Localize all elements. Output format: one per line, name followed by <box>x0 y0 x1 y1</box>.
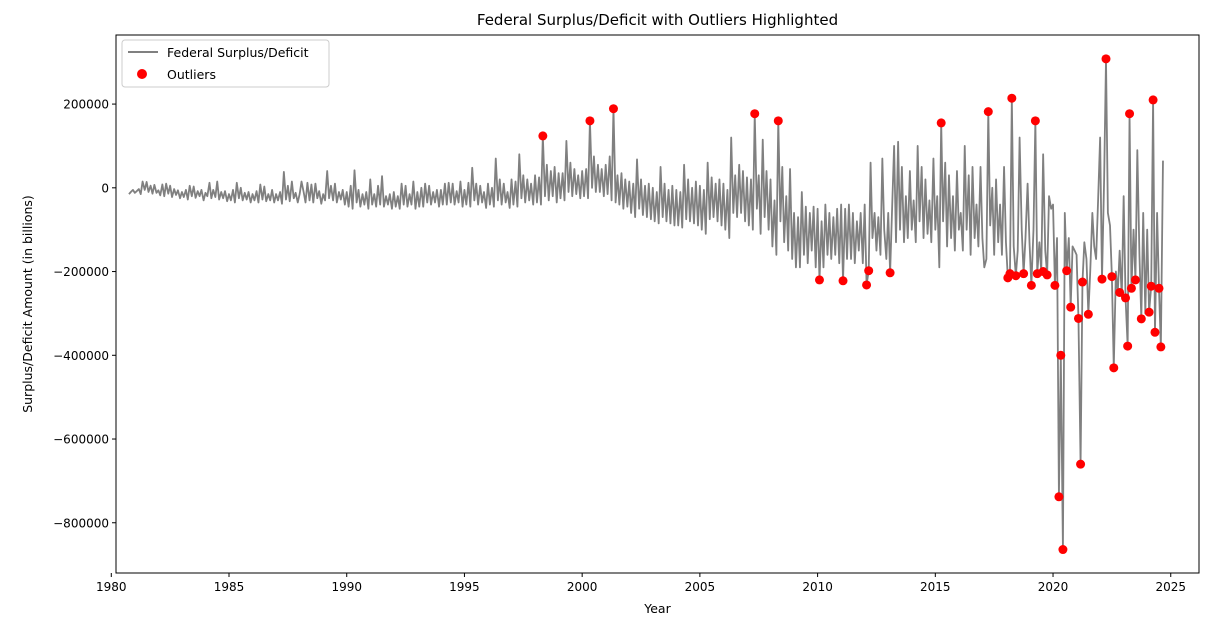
outlier-point <box>585 116 595 126</box>
legend-box <box>121 39 330 88</box>
outlier-point <box>1076 459 1086 469</box>
y-axis-label: Surplus/Deficit Amount (in billions) <box>20 195 35 413</box>
outlier-point <box>1148 95 1158 105</box>
y-tick-label: 0 <box>101 181 109 195</box>
x-tick-label: 1985 <box>214 580 245 594</box>
legend-label-line: Federal Surplus/Deficit <box>167 45 309 60</box>
outlier-point <box>1050 280 1060 290</box>
outlier-point <box>864 266 874 276</box>
outlier-point <box>1058 545 1068 555</box>
outlier-point <box>1123 341 1133 351</box>
x-tick-label: 1995 <box>449 580 480 594</box>
outlier-point <box>1097 274 1107 284</box>
y-axis-ticks: 200000 0 −200000 −400000 −600000 −800000 <box>53 98 116 530</box>
x-tick-label: 1990 <box>331 580 362 594</box>
outlier-point <box>1101 54 1111 64</box>
outlier-point <box>936 118 946 128</box>
chart-title: Federal Surplus/Deficit with Outliers Hi… <box>477 11 838 29</box>
outlier-point <box>1077 277 1087 287</box>
outlier-point <box>1019 269 1029 279</box>
series-layer <box>128 57 1164 551</box>
outlier-point <box>1066 302 1076 312</box>
outlier-point <box>1083 309 1093 319</box>
x-tick-label: 2025 <box>1155 580 1186 594</box>
x-axis-ticks: 1980 1985 1990 1995 2000 2005 2010 2015 2020 2025 <box>96 573 1186 594</box>
legend: Federal Surplus/Deficit Outliers <box>121 39 330 88</box>
outlier-point <box>862 280 872 290</box>
y-tick-label: 200000 <box>63 98 109 112</box>
outlier-point <box>1026 280 1036 290</box>
outlier-point <box>1062 266 1072 276</box>
outlier-point <box>885 268 895 278</box>
x-tick-label: 2000 <box>567 580 598 594</box>
outlier-point <box>1109 363 1119 373</box>
outlier-point <box>1054 492 1064 502</box>
outlier-point <box>538 131 548 141</box>
outlier-point <box>1154 283 1164 293</box>
outlier-point <box>1130 275 1140 285</box>
outlier-point <box>1056 350 1066 360</box>
y-tick-label: −400000 <box>53 349 109 363</box>
x-tick-label: 2015 <box>920 580 951 594</box>
outlier-point <box>1030 116 1040 126</box>
outlier-point <box>1011 271 1021 281</box>
x-tick-label: 1980 <box>96 580 127 594</box>
outlier-point <box>1156 342 1166 352</box>
outlier-point <box>1125 109 1135 119</box>
outlier-point <box>608 104 618 114</box>
x-tick-label: 2005 <box>685 580 716 594</box>
plot-area <box>115 34 1200 574</box>
outlier-point <box>773 116 783 126</box>
axes-frame <box>115 34 1200 574</box>
legend-outlier-swatch <box>137 69 147 79</box>
outlier-point <box>838 276 848 286</box>
outlier-point <box>750 109 760 119</box>
outlier-point <box>1146 281 1156 291</box>
outlier-point <box>1042 270 1052 280</box>
outlier-point <box>1126 283 1136 293</box>
y-tick-label: −600000 <box>53 433 109 447</box>
outlier-point <box>1115 287 1125 297</box>
outlier-point <box>983 107 993 117</box>
x-tick-label: 2010 <box>802 580 833 594</box>
series-line-federal-surplus-deficit <box>128 57 1164 551</box>
outlier-point <box>814 275 824 285</box>
outlier-point <box>1121 293 1131 303</box>
legend-label-outliers: Outliers <box>167 67 216 82</box>
outlier-point <box>1007 93 1017 103</box>
outlier-point <box>1136 314 1146 324</box>
y-tick-label: −200000 <box>53 265 109 279</box>
outlier-point <box>1150 327 1160 337</box>
x-tick-label: 2020 <box>1038 580 1069 594</box>
outlier-point <box>1144 307 1154 317</box>
y-tick-label: −800000 <box>53 516 109 530</box>
outlier-layer <box>538 54 1166 555</box>
outlier-point <box>1073 313 1083 323</box>
outlier-point <box>1107 272 1117 282</box>
x-axis-label: Year <box>643 601 671 616</box>
